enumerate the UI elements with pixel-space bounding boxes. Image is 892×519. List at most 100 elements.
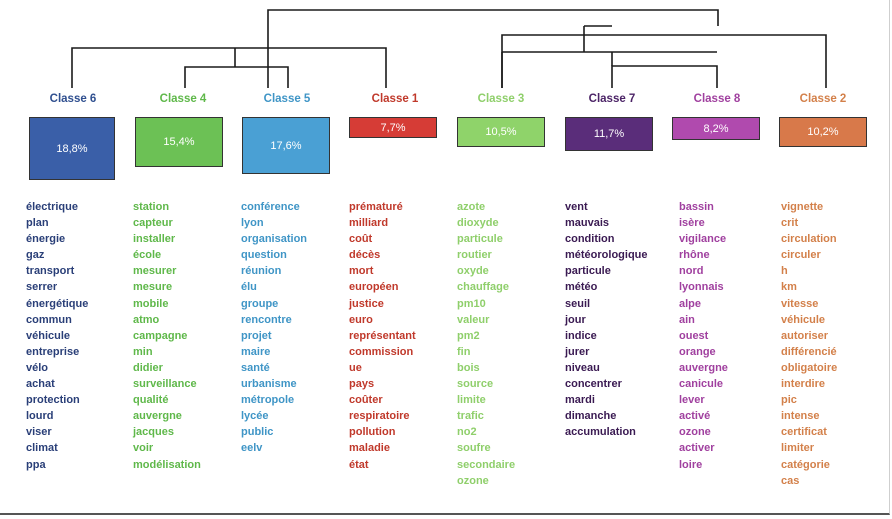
word-item: installer <box>133 233 176 246</box>
word-item: véhicule <box>26 329 71 342</box>
word-item: projet <box>241 329 272 342</box>
word-item: valeur <box>457 313 490 326</box>
word-item: station <box>133 201 170 213</box>
word-item: mort <box>349 265 374 278</box>
word-item: santé <box>241 361 270 374</box>
class-percent: 7,7% <box>380 121 406 134</box>
word-item: voir <box>133 442 154 455</box>
word-item: source <box>457 378 494 391</box>
word-item: pollution <box>349 426 396 439</box>
word-item: orange <box>679 345 716 358</box>
word-item: jour <box>565 313 586 326</box>
class-title: Classe 4 <box>159 93 207 105</box>
word-item: accumulation <box>565 426 636 439</box>
word-item: vignette <box>781 201 824 213</box>
word-item: auvergne <box>133 410 182 423</box>
word-item: plan <box>26 217 49 230</box>
class-percent: 15,4% <box>163 136 195 148</box>
word-item: commun <box>26 313 72 326</box>
word-item: gaz <box>26 249 45 262</box>
word-item: soufre <box>457 442 491 455</box>
word-item: différencié <box>781 345 837 358</box>
word-item: état <box>349 458 369 471</box>
word-item: circuler <box>781 249 821 262</box>
word-item: euro <box>349 313 373 326</box>
class-percent-box: 17,6% <box>242 117 330 174</box>
class-title: Classe 2 <box>799 93 847 105</box>
word-item: lyonnais <box>679 281 724 294</box>
word-item: viser <box>26 426 52 439</box>
word-item: secondaire <box>457 458 516 471</box>
word-item: intense <box>781 410 820 423</box>
word-item: représentant <box>349 329 416 342</box>
word-list: électrique plan énergie gaz transport serrer é… <box>26 199 88 473</box>
word-item: ue <box>349 361 362 374</box>
word-item: ozone <box>679 426 711 439</box>
dendrogram <box>71 9 827 88</box>
word-item: bois <box>457 361 480 374</box>
word-item: coûter <box>349 394 383 407</box>
word-item: h <box>781 265 788 278</box>
word-item: mauvais <box>565 217 610 230</box>
word-item: respiratoire <box>349 410 410 423</box>
word-item: trafic <box>457 410 484 423</box>
class-percent-box: 11,7% <box>565 117 653 151</box>
word-item: énergie <box>26 233 66 246</box>
word-item: maire <box>241 345 271 358</box>
word-item: pays <box>349 378 375 391</box>
word-item: entreprise <box>26 345 80 358</box>
word-item: dioxyde <box>457 217 499 230</box>
class-percent: 10,5% <box>485 126 517 138</box>
class-title: Classe 7 <box>588 93 636 105</box>
word-item: eelv <box>241 442 263 455</box>
word-item: azote <box>457 201 486 213</box>
word-item: obligatoire <box>781 361 838 374</box>
word-item: lycée <box>241 410 269 423</box>
word-item: lever <box>679 394 705 407</box>
class-title: Classe 8 <box>693 93 741 105</box>
dendro-c7c8-link <box>611 65 718 88</box>
class-title: Classe 6 <box>49 93 97 105</box>
word-list: vignette crit circulation circuler h km vitess… <box>781 199 837 489</box>
word-item: didier <box>133 361 163 374</box>
word-item: électrique <box>26 201 78 213</box>
word-item: dimanche <box>565 410 617 423</box>
word-item: vitesse <box>781 297 819 310</box>
word-item: milliard <box>349 217 389 230</box>
word-item: condition <box>565 233 615 246</box>
word-item: mesure <box>133 281 173 294</box>
word-item: européen <box>349 281 399 294</box>
word-item: atmo <box>133 313 160 326</box>
word-item: décès <box>349 249 381 262</box>
word-item: pic <box>781 394 797 407</box>
word-item: véhicule <box>781 313 826 326</box>
word-item: rhône <box>679 249 710 262</box>
word-list: vent mauvais condition météorologique partic… <box>565 199 648 440</box>
word-item: routier <box>457 249 492 262</box>
word-item: conférence <box>241 201 300 213</box>
word-item: réunion <box>241 265 282 278</box>
word-item: météorologique <box>565 249 648 262</box>
word-item: alpe <box>679 297 702 310</box>
word-item: protection <box>26 394 80 407</box>
word-item: ouest <box>679 329 709 342</box>
word-item: mesurer <box>133 265 177 278</box>
dendro-c4c5-link <box>184 66 289 88</box>
word-item: autoriser <box>781 329 829 342</box>
class-percent: 10,2% <box>807 126 839 138</box>
word-item: mobile <box>133 297 169 310</box>
word-item: urbanisme <box>241 378 297 391</box>
word-item: crit <box>781 217 799 230</box>
word-item: circulation <box>781 233 837 246</box>
class-percent-box: 10,2% <box>779 117 867 147</box>
word-item: lyon <box>241 217 264 230</box>
word-item: école <box>133 249 162 262</box>
word-item: particule <box>565 265 611 278</box>
word-list: bassin isère vigilance rhône nord lyonnais alp… <box>679 199 728 473</box>
word-item: météo <box>565 281 598 294</box>
word-item: seuil <box>565 297 591 310</box>
word-item: no2 <box>457 426 477 439</box>
class-percent-box: 10,5% <box>457 117 545 147</box>
word-item: vélo <box>26 361 49 374</box>
